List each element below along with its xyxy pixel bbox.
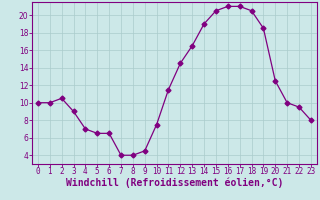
X-axis label: Windchill (Refroidissement éolien,°C): Windchill (Refroidissement éolien,°C) bbox=[66, 178, 283, 188]
